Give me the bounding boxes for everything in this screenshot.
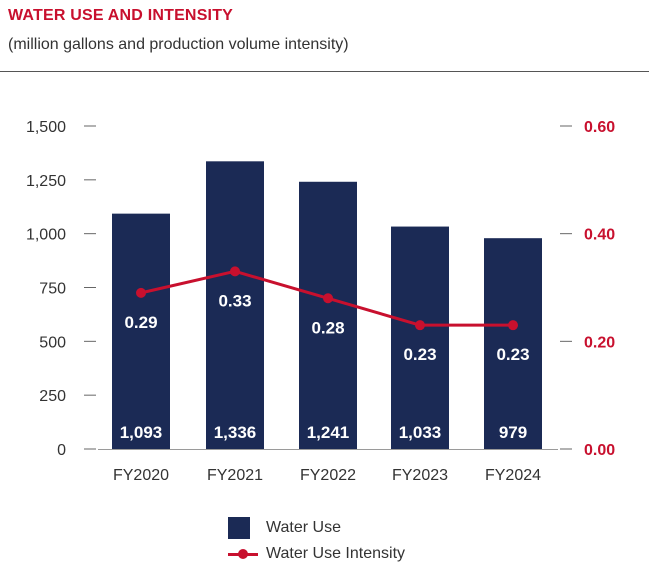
y-left-tick-label: 1,000 <box>26 227 66 244</box>
y-right-tick-label: 0.00 <box>584 442 615 459</box>
bar-water-use <box>299 181 357 449</box>
point-water-use-intensity <box>415 320 425 331</box>
y-left-tick-label: 1,250 <box>26 173 66 190</box>
y-right-tick-label: 0.40 <box>584 227 615 244</box>
legend-item-water-use: Water Use <box>228 515 405 541</box>
y-left-tick-label: 750 <box>39 281 66 298</box>
bar-value-label: 1,093 <box>120 423 163 442</box>
point-water-use-intensity <box>323 293 333 304</box>
bar-water-use <box>206 161 264 449</box>
chart-title: WATER USE AND INTENSITY <box>8 7 234 24</box>
bar-value-label: 1,241 <box>307 423 350 442</box>
y-left-tick-label: 0 <box>57 442 66 459</box>
y-right-tick-label: 0.20 <box>584 334 615 351</box>
bar-value-label: 1,336 <box>214 423 257 442</box>
chart-legend: Water Use Water Use Intensity <box>228 515 405 567</box>
point-water-use-intensity <box>508 320 518 331</box>
bar-value-label: 1,033 <box>399 423 442 442</box>
bar-water-use <box>484 238 542 449</box>
legend-label-water-use: Water Use <box>266 519 341 536</box>
bar-water-use <box>391 226 449 449</box>
point-water-use-intensity <box>136 287 146 298</box>
line-value-label: 0.33 <box>218 291 251 310</box>
y-right-tick-label: 0.60 <box>584 119 615 136</box>
bar-value-label: 979 <box>499 423 527 442</box>
legend-item-water-use-intensity: Water Use Intensity <box>228 541 405 567</box>
line-value-label: 0.28 <box>311 318 344 337</box>
y-left-tick-label: 500 <box>39 334 66 351</box>
line-value-label: 0.23 <box>403 345 436 364</box>
x-tick-label: FY2023 <box>392 467 448 484</box>
x-tick-label: FY2022 <box>300 467 356 484</box>
x-tick-label: FY2021 <box>207 467 263 484</box>
legend-bar-swatch <box>228 517 250 539</box>
chart-subtitle: (million gallons and production volume i… <box>8 36 349 53</box>
line-value-label: 0.29 <box>124 313 157 332</box>
point-water-use-intensity <box>230 266 240 277</box>
y-left-tick-label: 1,500 <box>26 119 66 136</box>
x-tick-label: FY2024 <box>485 467 541 484</box>
line-value-label: 0.23 <box>496 345 529 364</box>
bar-water-use <box>112 213 170 449</box>
legend-line-swatch <box>228 543 258 565</box>
header-divider <box>0 71 649 72</box>
legend-label-water-use-intensity: Water Use Intensity <box>266 545 406 562</box>
x-tick-label: FY2020 <box>113 467 169 484</box>
y-left-tick-label: 250 <box>39 388 66 405</box>
